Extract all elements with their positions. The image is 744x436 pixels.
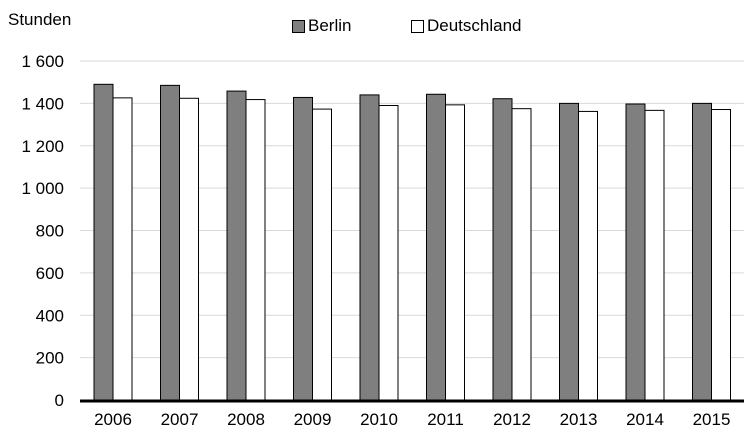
legend-item-deutschland: Deutschland <box>411 16 522 36</box>
bar-deutschland-2009 <box>312 108 332 401</box>
bar-berlin-2012 <box>492 98 513 401</box>
legend-label-deutschland: Deutschland <box>427 16 522 35</box>
legend-item-berlin: Berlin <box>292 16 351 36</box>
bar-berlin-2009 <box>293 96 313 401</box>
bar-berlin-2014 <box>625 103 646 401</box>
y-tick-label: 0 <box>55 391 64 410</box>
y-tick-label: 1 400 <box>21 94 64 113</box>
x-tick-label: 2009 <box>294 410 332 429</box>
y-tick-label: 600 <box>36 264 64 283</box>
legend-label-berlin: Berlin <box>308 16 352 35</box>
bar-deutschland-2013 <box>578 110 598 401</box>
x-tick-label: 2010 <box>360 410 398 429</box>
bar-berlin-2013 <box>559 102 579 401</box>
bar-deutschland-2014 <box>644 109 665 401</box>
bar-deutschland-2011 <box>445 104 465 401</box>
x-tick-label: 2006 <box>94 410 132 429</box>
x-tick-label: 2013 <box>560 410 598 429</box>
bar-berlin-2007 <box>160 84 180 401</box>
bar-berlin-2006 <box>93 83 114 401</box>
bar-berlin-2015 <box>692 102 712 401</box>
bar-berlin-2011 <box>426 93 446 401</box>
y-tick-label: 800 <box>36 222 64 241</box>
bar-berlin-2008 <box>226 90 247 401</box>
y-tick-label: 1 200 <box>21 137 64 156</box>
bar-deutschland-2015 <box>711 109 731 401</box>
bar-deutschland-2008 <box>245 99 266 401</box>
bar-berlin-2010 <box>359 94 380 401</box>
y-axis-label: Stunden <box>8 10 72 29</box>
x-tick-label: 2014 <box>626 410 664 429</box>
bar-deutschland-2006 <box>112 97 133 401</box>
x-tick-label: 2012 <box>493 410 531 429</box>
legend-swatch-berlin <box>292 19 305 33</box>
y-tick-label: 200 <box>36 349 64 368</box>
x-tick-label: 2008 <box>227 410 265 429</box>
y-tick-label: 1 000 <box>21 179 64 198</box>
x-tick-label: 2007 <box>161 410 199 429</box>
legend-swatch-deutschland <box>411 19 424 33</box>
bar-deutschland-2012 <box>511 108 532 401</box>
y-tick-label: 1 600 <box>21 52 64 71</box>
bar-deutschland-2007 <box>179 97 199 401</box>
x-tick-label: 2011 <box>427 410 464 429</box>
bar-deutschland-2010 <box>378 104 399 401</box>
x-tick-label: 2015 <box>693 410 731 429</box>
y-tick-label: 400 <box>36 306 64 325</box>
